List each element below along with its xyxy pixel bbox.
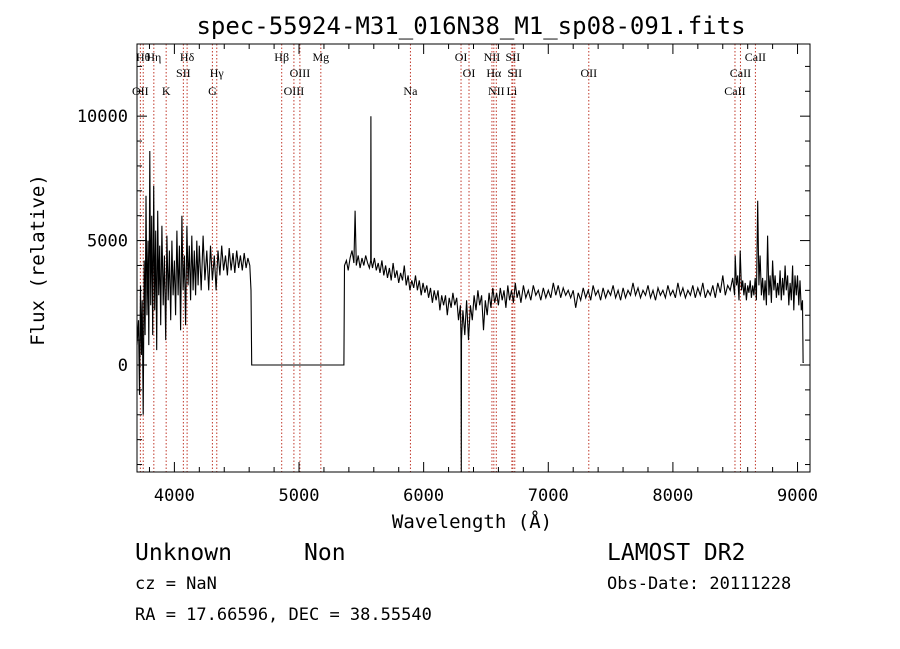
chart-title: spec-55924-M31_016N38_M1_sp08-091.fits — [196, 12, 745, 40]
line-marker-label: G — [208, 84, 217, 98]
object-class: Unknown — [135, 540, 232, 566]
line-marker-label: OIII — [290, 66, 311, 80]
line-marker-label: Hθ — [136, 50, 151, 64]
observation-date: Obs-Date: 20111228 — [607, 574, 791, 594]
line-marker-label: Hδ — [180, 50, 195, 64]
spectrum-line — [136, 116, 804, 473]
x-tick-label: 5000 — [279, 486, 320, 506]
x-tick-label: 4000 — [154, 486, 195, 506]
line-marker-label: OI — [463, 66, 476, 80]
line-marker-label: SII — [507, 66, 522, 80]
line-marker-label: Na — [403, 84, 418, 98]
y-tick-label: 10000 — [77, 107, 128, 127]
line-marker-label: NII — [488, 84, 505, 98]
x-tick-label: 8000 — [652, 486, 693, 506]
line-marker-label: Mg — [312, 50, 329, 64]
x-axis-label: Wavelength (Å) — [392, 510, 552, 533]
line-markers — [139, 44, 756, 472]
line-marker-label: CaII — [724, 84, 745, 98]
line-marker-label: SII — [506, 50, 521, 64]
line-marker-label: OIII — [284, 84, 305, 98]
x-tick-label: 9000 — [777, 486, 818, 506]
line-marker-label: OI — [455, 50, 468, 64]
survey-name: LAMOST DR2 — [607, 540, 745, 566]
y-tick-label: 5000 — [87, 232, 128, 252]
line-marker-label: Hη — [146, 50, 161, 64]
x-axis: 4000 5000 6000 7000 8000 9000 — [148, 44, 818, 506]
y-tick-label: 0 — [118, 356, 128, 376]
y-axis-label: Flux (relative) — [27, 174, 49, 346]
line-marker-label: SII — [176, 66, 191, 80]
x-tick-label: 7000 — [528, 486, 569, 506]
y-axis: 0 5000 10000 — [77, 65, 810, 466]
line-marker-label: OII — [580, 66, 597, 80]
line-marker-label: K — [162, 84, 171, 98]
line-marker-label: Hβ — [274, 50, 289, 64]
object-subclass: Non — [304, 540, 346, 566]
coordinates-text: RA = 17.66596, DEC = 38.55540 — [135, 605, 432, 625]
line-marker-label: Hα — [486, 66, 502, 80]
redshift-text: cz = NaN — [135, 574, 217, 594]
line-marker-label: NII — [484, 50, 501, 64]
line-marker-label: Li — [507, 84, 518, 98]
line-marker-label: Hγ — [210, 66, 225, 80]
line-marker-label: CaII — [730, 66, 751, 80]
x-tick-label: 6000 — [403, 486, 444, 506]
line-marker-label: CaII — [745, 50, 766, 64]
